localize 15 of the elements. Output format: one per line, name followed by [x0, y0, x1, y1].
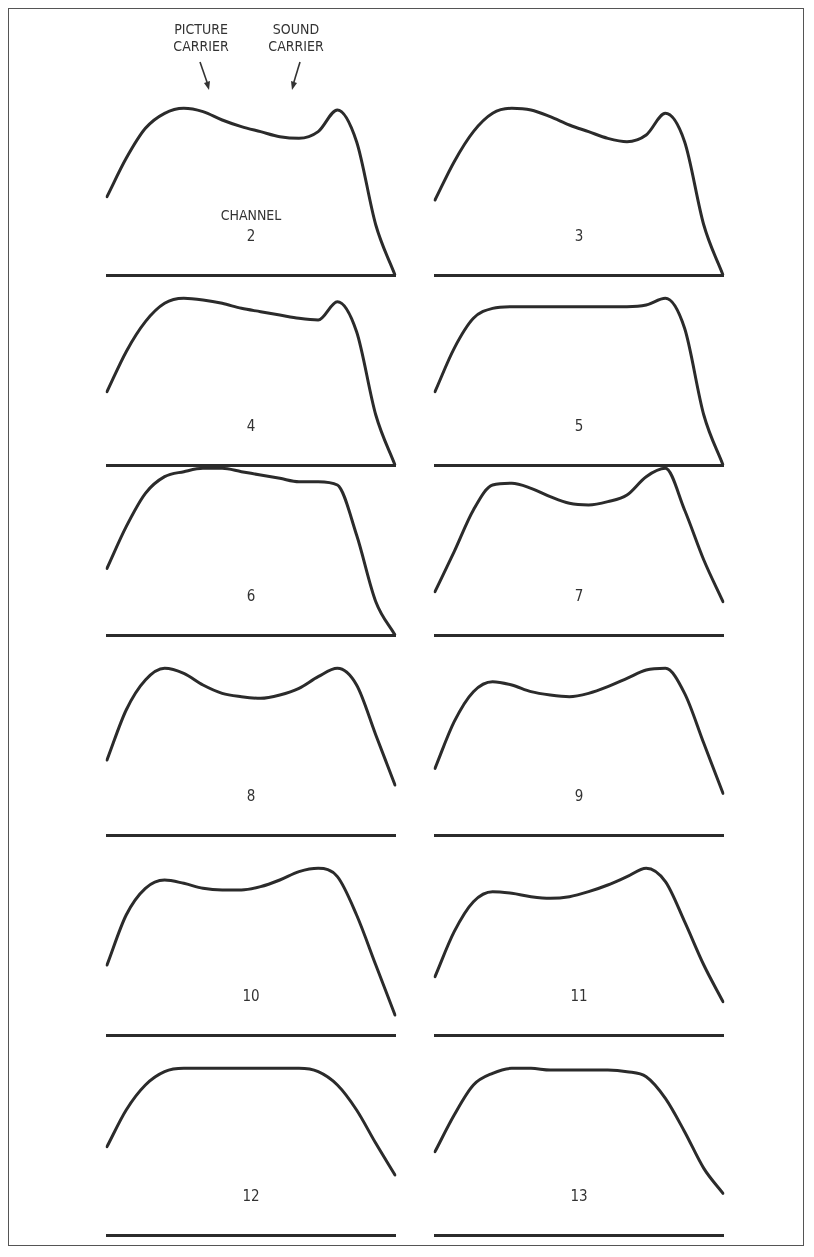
text: 13	[569, 1187, 589, 1205]
text: 9	[573, 787, 585, 805]
annotation: CHANNEL	[219, 207, 283, 224]
text: PICTURE CARRIER	[172, 21, 230, 55]
text: 7	[573, 587, 585, 605]
text: 5	[573, 417, 585, 435]
text: 8	[245, 787, 257, 805]
text: 2	[245, 227, 257, 245]
text: 10	[241, 987, 261, 1005]
text: 3	[573, 227, 585, 245]
text: 11	[569, 987, 589, 1005]
text: 6	[245, 587, 257, 605]
text: 12	[241, 1187, 261, 1205]
text: 4	[245, 417, 257, 435]
text: SOUND CARRIER	[267, 21, 325, 55]
